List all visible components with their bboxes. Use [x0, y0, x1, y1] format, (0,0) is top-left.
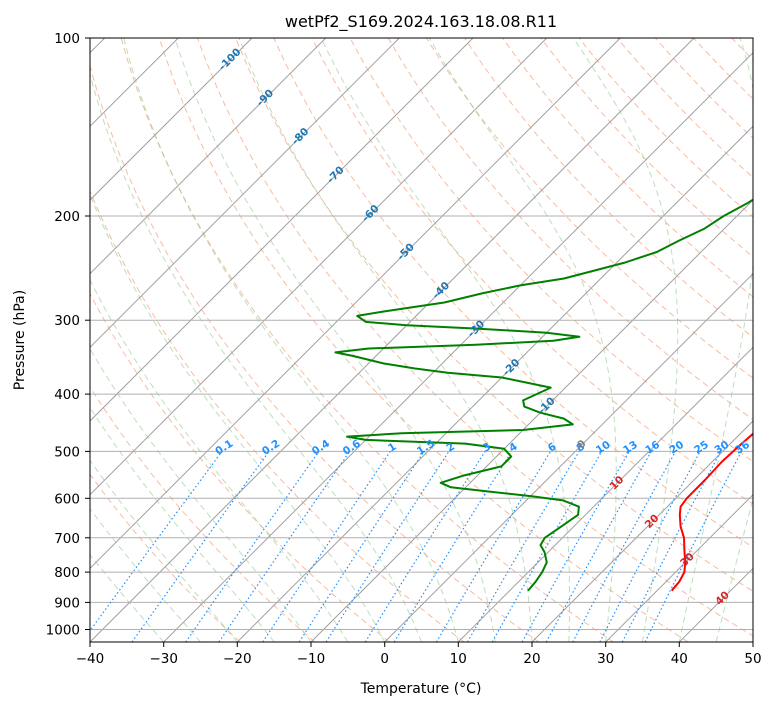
moist-adiabat	[90, 459, 238, 642]
moist-adiabat	[174, 38, 496, 642]
dry-adiabat	[349, 38, 753, 463]
y-tick-label: 100	[54, 31, 80, 47]
y-tick-label: 700	[54, 531, 80, 547]
chart-title: wetPf2_S169.2024.163.18.08.R11	[285, 12, 557, 32]
isotherm-line	[457, 346, 753, 642]
moist-adiabat	[320, 38, 571, 642]
mixing-ratio-line	[325, 451, 450, 642]
dry-adiabat	[464, 38, 753, 338]
y-tick-label: 200	[54, 209, 80, 225]
y-tick-label: 400	[54, 387, 80, 403]
moist-adiabat	[238, 38, 533, 642]
dry-adiabat	[387, 38, 753, 421]
x-tick-label: −40	[76, 651, 105, 667]
y-tick-label: 600	[54, 491, 80, 507]
moist-adiabat	[90, 406, 275, 642]
series-layer	[334, 198, 753, 592]
dry-adiabat	[158, 38, 689, 642]
mixing-ratio-line	[644, 451, 743, 642]
dry-adiabat	[90, 292, 390, 642]
moist-adiabat	[715, 497, 753, 642]
dry-adiabat	[90, 63, 540, 642]
mixing-ratio-line	[521, 451, 630, 642]
x-tick-label: 50	[744, 651, 761, 667]
mixing-ratio-line	[185, 451, 320, 642]
temperature-profile-line	[670, 432, 753, 592]
isotherm-line	[384, 272, 753, 642]
mixing-ratio-line	[621, 451, 722, 642]
x-axis-label: Temperature (°C)	[360, 681, 482, 697]
isotherm-line	[90, 38, 327, 275]
x-tick-label: −20	[223, 651, 252, 667]
dry-adiabat	[273, 38, 753, 548]
dry-adiabat	[120, 38, 614, 642]
mixing-ratio-line	[218, 451, 351, 642]
dry-adiabat	[90, 473, 241, 642]
mixing-ratio-line	[90, 451, 223, 632]
dry-adiabat	[311, 38, 753, 505]
isotherm-line	[605, 493, 753, 642]
moist-adiabat	[90, 278, 349, 642]
y-tick-label: 500	[54, 444, 80, 460]
moist-adiabat	[90, 508, 201, 642]
y-tick-label: 300	[54, 313, 80, 329]
moist-adiabat	[572, 38, 679, 642]
isotherm-line	[90, 38, 253, 201]
isotherm-line	[90, 38, 474, 422]
dry-adiabat	[502, 38, 753, 298]
isotherm-line	[531, 420, 753, 642]
mixing-ratio-line	[131, 451, 270, 642]
x-tick-label: 10	[450, 651, 467, 667]
grid-layer	[90, 38, 753, 642]
y-tick-label: 800	[54, 565, 80, 581]
moist-adiabat	[123, 38, 459, 642]
isotherm-line	[90, 38, 548, 496]
isotherm-line	[90, 38, 621, 570]
moist-adiabat	[678, 38, 753, 642]
mixing-ratio-line	[262, 451, 391, 642]
x-tick-label: 40	[671, 651, 688, 667]
y-tick-label: 1000	[46, 623, 80, 639]
isotherm-line	[90, 38, 695, 642]
y-tick-label: 900	[54, 595, 80, 611]
axis-layer: −40 −30 −20 −10 0 10 20 30 40 50 100 200 300 400 500 60…	[46, 31, 762, 667]
mixing-ratio-line	[393, 451, 513, 642]
isotherm-line	[236, 125, 753, 642]
dry-adiabat	[90, 189, 465, 642]
x-tick-label: −10	[297, 651, 326, 667]
x-tick-label: −30	[149, 651, 178, 667]
isotherm-line	[310, 199, 753, 642]
dewpoint-profile-line	[334, 198, 753, 592]
x-tick-label: 30	[597, 651, 614, 667]
isotherm-line	[163, 51, 753, 642]
plot-frame	[89, 37, 754, 643]
x-tick-label: 0	[380, 651, 389, 667]
y-axis-label: Pressure (hPa)	[12, 290, 28, 390]
x-tick-label: 20	[523, 651, 540, 667]
dry-adiabat	[425, 38, 753, 379]
dry-adiabat	[235, 38, 753, 592]
mixing-ratio-line	[298, 451, 425, 642]
dry-adiabat	[90, 385, 316, 642]
moist-adiabat	[90, 553, 165, 642]
isotherm-line	[90, 38, 400, 349]
moist-adiabat	[90, 72, 422, 642]
moist-adiabat	[90, 193, 386, 642]
mixing-ratio-line	[572, 451, 677, 642]
moist-adiabat	[428, 38, 617, 642]
mixing-ratio-line	[545, 451, 652, 642]
